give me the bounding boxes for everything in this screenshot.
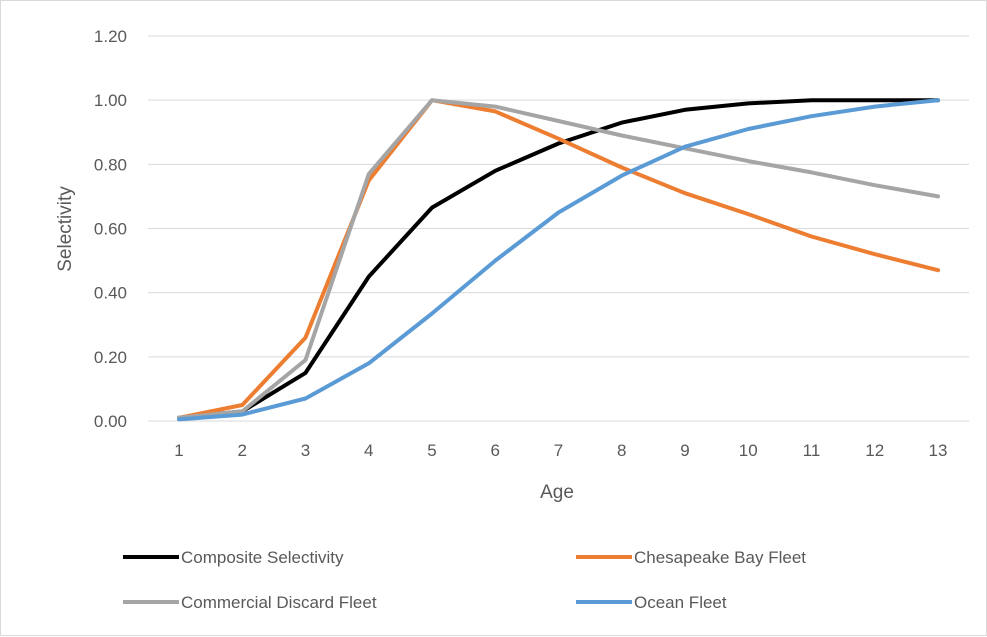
x-tick-label: 3 (301, 441, 310, 460)
x-tick-label: 7 (554, 441, 563, 460)
x-tick-label: 10 (739, 441, 758, 460)
y-tick-label: 0.60 (94, 220, 127, 239)
y-tick-label: 0.20 (94, 348, 127, 367)
series-line-ocean-fleet (177, 98, 940, 422)
x-tick-label: 6 (491, 441, 500, 460)
y-tick-label: 1.00 (94, 91, 127, 110)
x-tick-label: 11 (803, 441, 821, 460)
x-tick-label: 13 (929, 441, 948, 460)
y-tick-labels: 0.00 0.20 0.40 0.60 0.80 1.00 1.20 (94, 27, 127, 431)
y-tick-label: 0.40 (94, 284, 127, 303)
legend-label: Commercial Discard Fleet (181, 593, 377, 612)
series-lines (177, 98, 940, 422)
x-tick-label: 12 (865, 441, 884, 460)
x-tick-label: 8 (617, 441, 626, 460)
legend-label: Composite Selectivity (181, 548, 344, 567)
gridlines (148, 35, 969, 358)
y-tick-label: 0.80 (94, 155, 127, 174)
x-tick-label: 4 (364, 441, 373, 460)
x-tick-label: 9 (680, 441, 689, 460)
series-line-composite-selectivity (177, 98, 940, 420)
x-axis-title: Age (540, 482, 574, 503)
y-axis-title: Selectivity (55, 186, 76, 272)
legend-label: Chesapeake Bay Fleet (634, 548, 806, 567)
x-tick-label: 1 (174, 441, 183, 460)
y-tick-label: 1.20 (94, 27, 127, 46)
y-tick-label: 0.00 (94, 412, 127, 431)
series-line-commercial-discard-fleet (177, 98, 940, 420)
x-tick-labels: 1 2 3 4 5 6 7 8 9 10 11 12 13 (174, 441, 947, 460)
legend: Composite Selectivity Chesapeake Bay Flee… (123, 548, 806, 612)
x-tick-label: 5 (427, 441, 436, 460)
x-tick-label: 2 (238, 441, 247, 460)
series-line-chesapeake-bay-fleet (177, 98, 940, 420)
legend-label: Ocean Fleet (634, 593, 727, 612)
